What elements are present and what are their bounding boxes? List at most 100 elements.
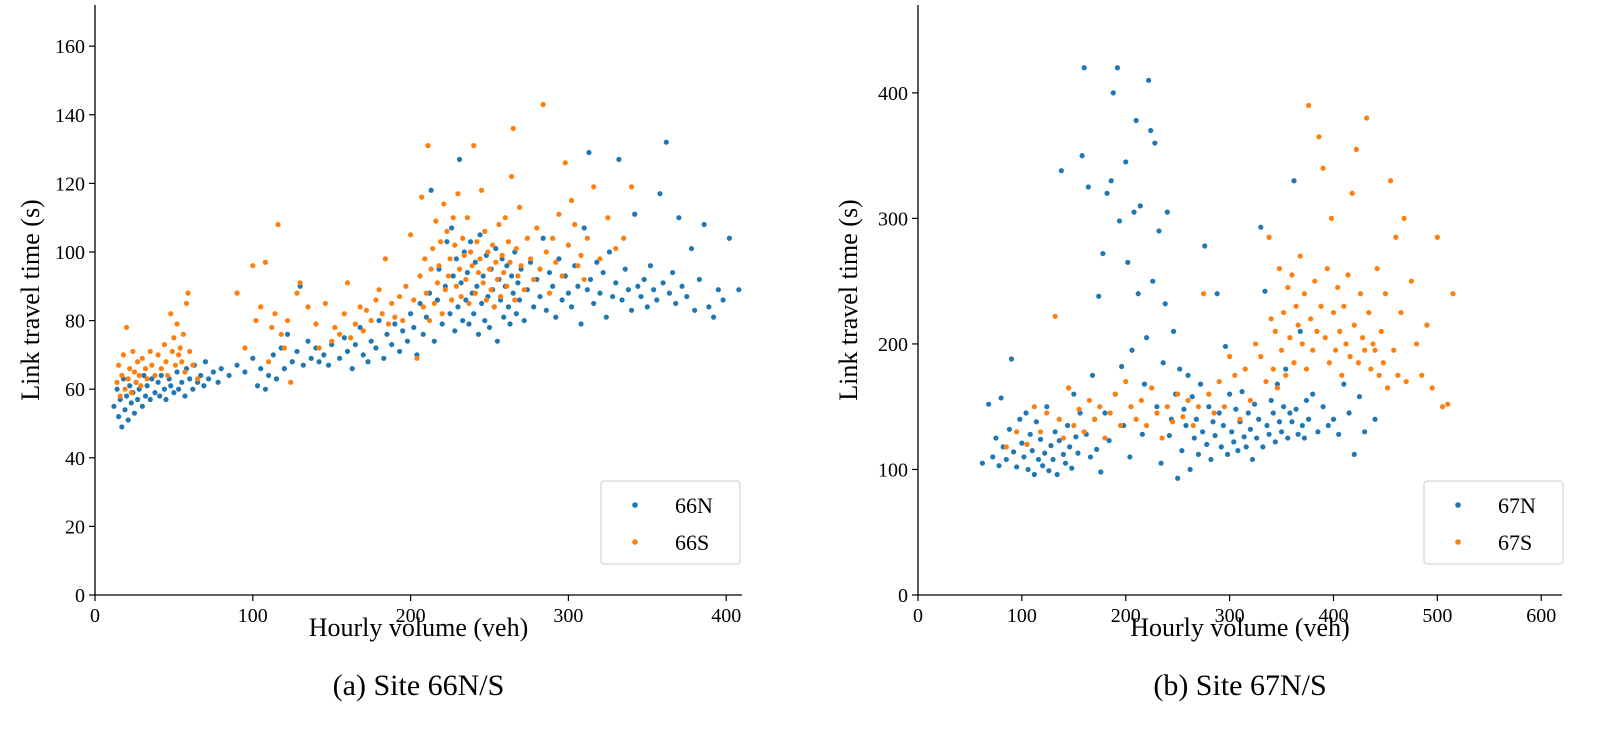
point-66s [613,245,619,252]
point-66n [423,314,429,320]
point-66s [449,297,455,303]
x-tick-label: 300 [1215,605,1245,627]
point-67s [1413,341,1420,347]
point-67s [1339,372,1345,378]
point-66s [183,300,190,307]
point-66n [119,424,125,430]
point-66n [281,366,287,372]
point-66n [141,372,147,379]
point-66s [433,218,439,224]
point-67n [1058,168,1064,174]
point-66n [575,283,581,289]
legend-marker-67s [1455,539,1461,545]
point-67n [1029,448,1035,454]
point-67s [1293,303,1299,309]
point-66s [114,379,120,385]
point-66s [509,173,515,180]
point-66n [384,331,390,337]
point-66s [122,386,128,392]
point-66s [284,317,291,324]
point-66s [368,317,374,324]
point-67s [1312,278,1318,284]
point-66s [152,372,158,379]
point-67s [1285,284,1291,291]
y-tick-label: 20 [65,516,85,538]
point-66n [139,403,145,409]
point-66n [472,259,478,265]
point-67n [1160,360,1166,366]
point-66n [479,300,485,307]
point-66n [477,232,483,238]
point-67n [1185,372,1191,378]
point-67s [1274,385,1280,391]
point-67n [1222,343,1229,350]
point-66n [610,293,616,300]
point-66s [491,304,497,310]
point-66s [534,225,540,231]
point-67n [1297,328,1303,334]
point-66n [152,390,158,396]
point-67n [1281,404,1287,410]
point-66s [550,235,556,241]
point-66s [180,331,186,337]
point-66n [679,283,685,289]
point-67s [1353,146,1359,152]
point-67n [1067,444,1073,450]
point-67n [1212,432,1218,439]
point-67s [1128,404,1134,410]
point-66n [131,410,138,416]
point-67n [1094,446,1100,452]
point-66n [651,287,657,293]
point-66s [305,304,311,310]
point-67n [1096,293,1102,299]
point-66n [206,376,212,382]
point-67s [1169,419,1176,425]
point-66n [122,407,128,413]
point-67s [1328,215,1335,222]
point-66n [521,317,527,324]
point-66n [321,352,327,358]
point-66s [133,379,139,385]
point-67n [1079,153,1085,159]
point-67n [1104,190,1110,196]
point-66s [442,287,448,293]
point-67s [1347,353,1353,360]
point-66n [404,338,411,344]
point-67s [1287,335,1293,341]
point-66n [688,245,695,252]
point-66n [215,379,221,385]
point-67n [1106,437,1112,444]
point-67s [1297,253,1303,259]
point-67n [1200,429,1206,435]
point-66s [426,317,433,324]
point-66s [194,376,201,382]
point-66s [281,345,287,351]
point-66s [474,239,480,245]
point-66s [360,328,366,334]
point-66n [176,386,182,392]
point-66n [692,307,698,313]
point-66n [305,338,311,344]
panel-caption: (a) Site 66N/S [333,669,505,702]
point-67s [1326,360,1332,366]
point-66n [365,359,371,365]
point-67s [1403,378,1409,385]
panel-a: 0 100 200 300 400 0 20 40 60 80 100 120 140 160 Hourl… [16,5,742,702]
x-tick-label: 200 [1111,605,1141,627]
point-66n [603,314,609,320]
point-66s [490,242,496,248]
point-66s [540,101,546,108]
point-66n [449,225,455,231]
panel-caption: (b) Site 67N/S [1153,669,1326,702]
point-67s [1211,410,1217,416]
point-67n [1102,410,1108,416]
point-67n [1052,429,1058,435]
point-66s [562,160,568,166]
point-66s [382,256,388,262]
point-66s [363,307,370,313]
point-66n [486,324,493,331]
point-66n [300,362,306,368]
point-67s [1364,115,1370,121]
point-67n [1295,431,1301,437]
point-67s [1081,429,1087,435]
